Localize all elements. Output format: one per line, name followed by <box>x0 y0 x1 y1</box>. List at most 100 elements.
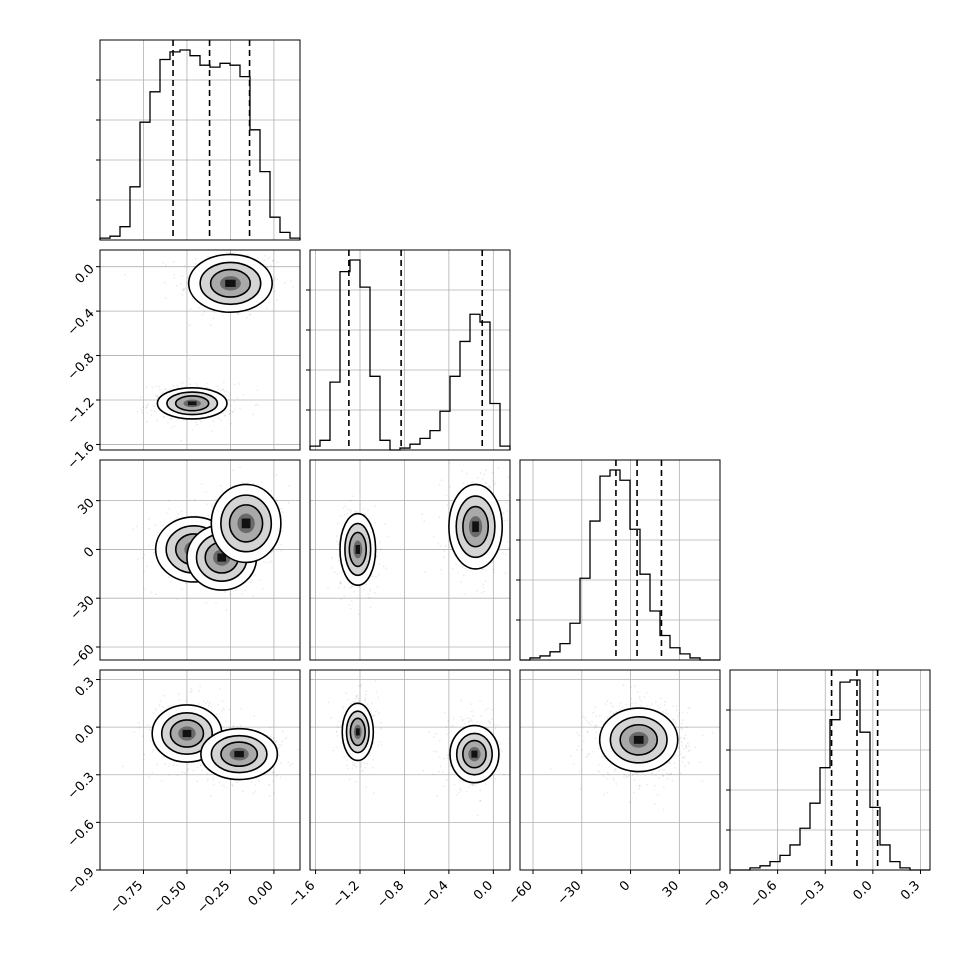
sample-point <box>665 709 668 711</box>
sample-point <box>154 707 157 710</box>
sample-point <box>514 510 516 512</box>
sample-point <box>644 775 647 777</box>
sample-point <box>168 765 170 768</box>
sample-point <box>356 510 359 513</box>
sample-point <box>162 524 165 527</box>
sample-point <box>358 700 361 702</box>
sample-point <box>146 420 148 423</box>
sample-point <box>507 476 510 479</box>
sample-point <box>501 750 503 752</box>
sample-point <box>265 561 268 564</box>
sample-point <box>164 763 166 765</box>
sample-point <box>192 769 195 772</box>
sample-point <box>678 738 681 741</box>
sample-point <box>433 736 435 739</box>
sample-point <box>625 703 628 706</box>
sample-point <box>150 409 153 412</box>
sample-point <box>351 767 354 770</box>
sample-point <box>424 571 426 573</box>
histogram-step <box>99 49 301 240</box>
sample-point <box>604 703 607 705</box>
sample-point <box>340 724 342 727</box>
sample-point <box>449 485 452 488</box>
sample-point <box>262 587 265 590</box>
sample-point <box>469 783 472 786</box>
sample-point <box>238 383 241 385</box>
sample-point <box>594 724 596 727</box>
sample-point <box>349 509 352 511</box>
joint-panel-0-1 <box>99 246 301 451</box>
sample-point <box>159 700 162 702</box>
sample-point <box>447 720 450 723</box>
sample-point <box>513 516 515 518</box>
sample-point <box>170 418 173 421</box>
sample-point <box>207 255 209 258</box>
x-tick-label: 0.0 <box>850 878 875 903</box>
sample-point <box>256 389 259 392</box>
sample-point <box>365 690 368 693</box>
sample-point <box>446 757 449 759</box>
sample-point <box>274 741 277 743</box>
sample-point <box>270 264 273 267</box>
sample-point <box>147 403 150 406</box>
sample-point <box>479 799 482 802</box>
sample-point <box>440 568 443 571</box>
sample-point <box>621 707 624 709</box>
sample-point <box>479 800 481 802</box>
sample-point <box>511 544 513 546</box>
sample-point <box>639 704 642 707</box>
sample-point <box>343 586 346 589</box>
sample-point <box>163 281 166 284</box>
sample-point <box>229 251 231 254</box>
sample-point <box>677 715 680 717</box>
sample-point <box>354 763 356 765</box>
panel-content <box>327 680 510 817</box>
sample-point <box>340 598 343 601</box>
sample-point <box>646 783 648 786</box>
sample-point <box>163 694 165 697</box>
sample-point <box>289 764 292 767</box>
sample-point <box>228 708 231 711</box>
sample-point <box>499 743 502 745</box>
sample-point <box>141 557 144 560</box>
sample-point <box>491 561 493 564</box>
x-tick-label: −0.8 <box>374 878 407 911</box>
histogram-step <box>730 679 930 871</box>
x-tick-label: 0 <box>617 878 633 894</box>
sample-point <box>205 601 208 604</box>
sample-point <box>346 513 348 515</box>
joint-panel-0-2 <box>99 459 301 661</box>
density-peak <box>633 735 644 744</box>
sample-point <box>196 780 199 783</box>
sample-point <box>443 556 445 559</box>
sample-point <box>200 764 202 767</box>
panel-frame <box>99 459 301 661</box>
sample-point <box>576 731 579 734</box>
sample-point <box>220 490 223 493</box>
sample-point <box>164 297 167 300</box>
sample-point <box>223 709 226 711</box>
sample-point <box>366 509 369 511</box>
sample-point <box>669 772 672 775</box>
sample-point <box>343 594 346 597</box>
sample-point <box>343 756 345 759</box>
sample-point <box>187 767 189 770</box>
sample-point <box>466 472 468 475</box>
sample-point <box>638 784 641 787</box>
sample-point <box>212 776 215 779</box>
sample-point <box>200 420 203 423</box>
panel-frame <box>99 249 301 451</box>
sample-point <box>479 789 482 792</box>
sample-point <box>143 570 145 573</box>
sample-point <box>597 770 600 772</box>
sample-point <box>659 707 661 709</box>
sample-point <box>502 512 505 514</box>
sample-point <box>579 787 582 790</box>
sample-point <box>615 783 618 785</box>
sample-point <box>275 498 277 501</box>
sample-point <box>364 693 367 696</box>
sample-point <box>672 719 675 721</box>
sample-point <box>236 246 238 248</box>
sample-point <box>672 718 675 720</box>
sample-point <box>352 495 354 498</box>
